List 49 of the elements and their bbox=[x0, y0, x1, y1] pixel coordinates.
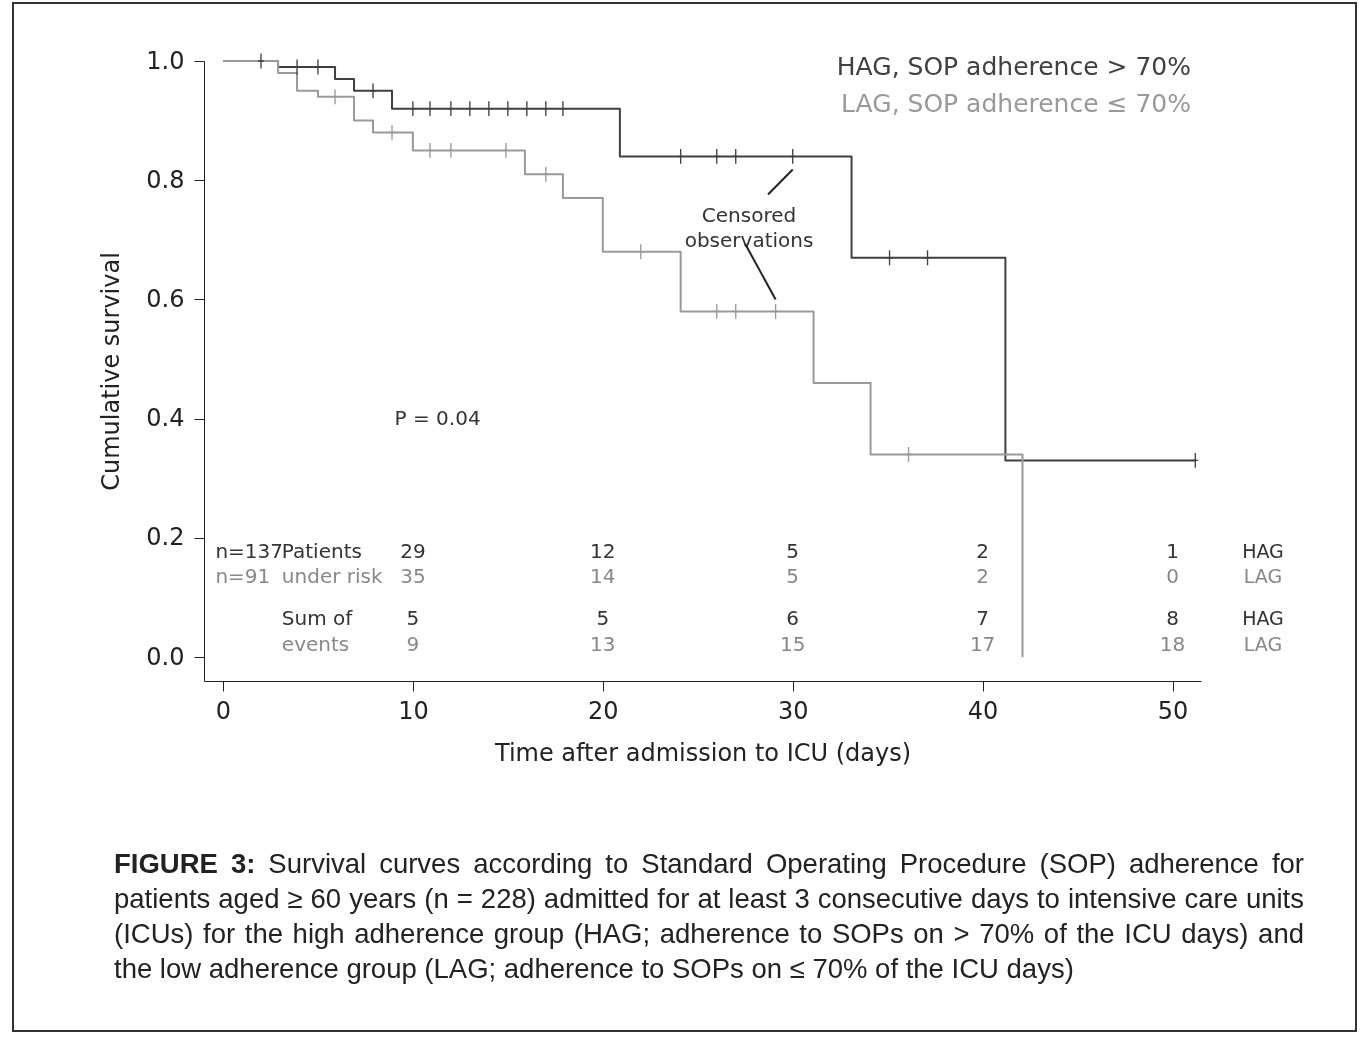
annotation: 5 bbox=[786, 564, 800, 589]
annotation: events bbox=[281, 632, 350, 657]
y-axis-title: Cumulative survival bbox=[97, 252, 126, 491]
annotation: 6 bbox=[786, 606, 800, 630]
x-tick-label: 10 bbox=[398, 696, 429, 725]
x-tick-label: 20 bbox=[588, 696, 619, 725]
y-tick-label: 1.0 bbox=[146, 46, 185, 75]
text: HAG bbox=[1242, 607, 1284, 629]
annotation: 2 bbox=[976, 539, 989, 564]
annotation: Censored observations bbox=[684, 203, 814, 252]
annotation: 5 bbox=[786, 539, 800, 564]
annotation: 0 bbox=[1166, 564, 1179, 589]
text: LAG bbox=[1243, 633, 1283, 656]
x-tick-label: 0 bbox=[215, 696, 232, 725]
text: LAG, SOP adherence ≤ 70% bbox=[841, 89, 1191, 118]
x-tick-label: 30 bbox=[777, 696, 809, 725]
annotation: P = 0.04 bbox=[394, 405, 481, 430]
y-tick-label: 0.2 bbox=[146, 523, 185, 552]
annotation: 5 bbox=[406, 606, 420, 630]
y-tick-label: 0.0 bbox=[146, 642, 185, 671]
annotation: 7 bbox=[976, 606, 989, 630]
x-axis-title: Time after admission to ICU (days) bbox=[493, 738, 912, 767]
annotation: 35 bbox=[400, 564, 426, 589]
annotation: 1 bbox=[1166, 539, 1179, 564]
y-tick-label: 0.8 bbox=[146, 165, 185, 194]
annotation: 29 bbox=[400, 539, 426, 564]
annotation: 18 bbox=[1159, 632, 1186, 657]
annotation: Sum of bbox=[281, 606, 354, 630]
caption: FIGURE 3: Survival curves according to Standard Operating Procedure (SOP) adherence for patients aged ≥ 60 years (n = 228) admitted for at least 3 consecutive days to intensive care units (ICUs) for the high adherence group (HAG; adherence to SOPs on > 70% of the ICU days) and the low adherence group (LAG; adherence to SOPs on ≤ 70% of the ICU days) bbox=[114, 847, 1304, 986]
annotation: 15 bbox=[779, 632, 806, 657]
annotation: under risk bbox=[281, 564, 383, 589]
y-tick-label: 0.6 bbox=[146, 284, 185, 313]
text: HAG bbox=[1242, 540, 1284, 563]
annotation: n=137 bbox=[215, 539, 283, 564]
annotation: 9 bbox=[406, 632, 420, 657]
annotation: 5 bbox=[596, 606, 610, 630]
annotation: Patients bbox=[281, 539, 362, 564]
annotation: 8 bbox=[1166, 606, 1179, 630]
text: LAG bbox=[1243, 565, 1283, 588]
annotation: 2 bbox=[976, 564, 989, 589]
annotation: 17 bbox=[969, 632, 996, 657]
annotation: 12 bbox=[590, 539, 616, 564]
x-tick-label: 50 bbox=[1157, 696, 1189, 725]
x-tick-label: 40 bbox=[967, 696, 999, 725]
text: HAG, SOP adherence > 70% bbox=[836, 52, 1191, 81]
annotation: n=91 bbox=[215, 564, 271, 589]
annotation: 13 bbox=[590, 632, 616, 657]
y-tick-label: 0.4 bbox=[146, 404, 185, 433]
annotation: 14 bbox=[590, 564, 616, 589]
